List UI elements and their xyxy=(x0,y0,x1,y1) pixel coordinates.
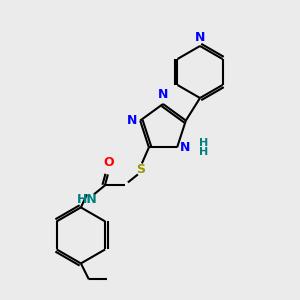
Text: N: N xyxy=(127,114,137,127)
Text: H: H xyxy=(199,138,208,148)
Text: S: S xyxy=(136,163,146,176)
Text: N: N xyxy=(158,88,168,101)
Text: N: N xyxy=(195,31,205,44)
Text: H: H xyxy=(199,147,208,158)
Text: HN: HN xyxy=(76,193,97,206)
Text: O: O xyxy=(103,156,114,170)
Text: N: N xyxy=(180,141,190,154)
